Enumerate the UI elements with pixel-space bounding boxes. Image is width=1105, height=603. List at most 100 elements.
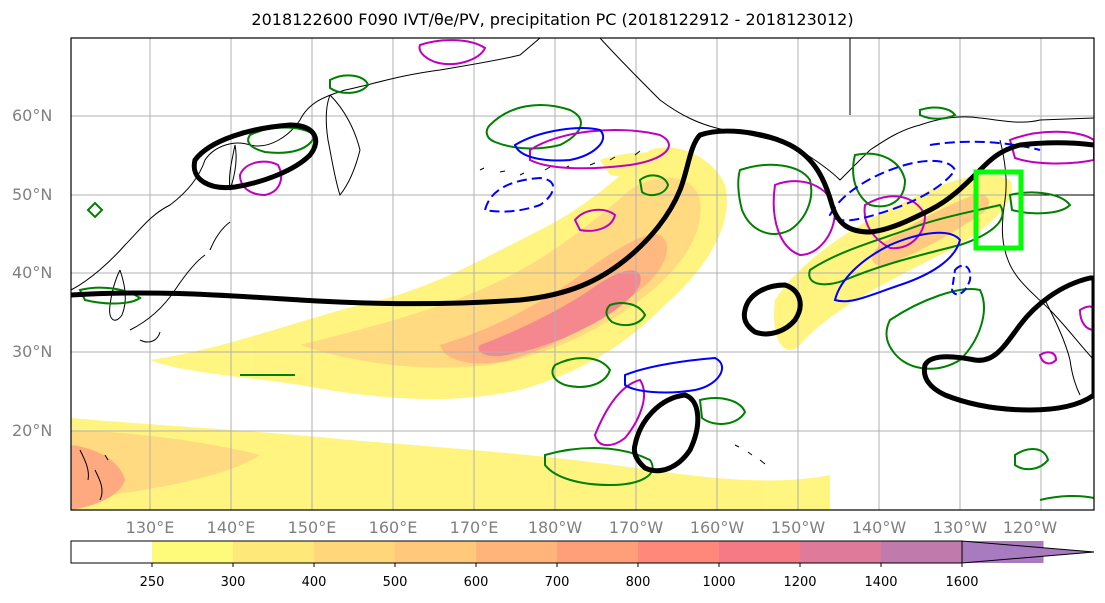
lon-label-150w: 150°W [770, 518, 826, 537]
lat-label-30: 30°N [12, 342, 53, 361]
colorbar-segment [152, 541, 234, 563]
ivt-band-main-300 [150, 147, 727, 400]
green-contour-19 [919, 106, 957, 120]
colorbar-segment [71, 541, 153, 563]
lon-label-140w: 140°W [851, 518, 907, 537]
magenta-contour-8 [1008, 130, 1094, 165]
map-area [71, 38, 1094, 510]
magenta-contour-2 [529, 129, 670, 170]
colorbar-segment [233, 541, 315, 563]
coast-alaska [599, 38, 1094, 181]
lon-label-130w: 130°W [932, 518, 988, 537]
green-contour-6 [544, 447, 654, 487]
colorbar-tick-label: 700 [544, 575, 570, 590]
blue-contour-7 [950, 264, 972, 296]
colorbar-segment [395, 541, 477, 563]
colorbar-segment [719, 541, 801, 563]
lon-label-170e: 170°E [449, 518, 499, 537]
border-canada [849, 38, 1094, 196]
colorbar-tick-label: 1400 [864, 575, 898, 590]
colorbar-segment [881, 541, 963, 563]
lon-label-120w: 120°W [1002, 518, 1058, 537]
colorbar-segment [800, 541, 882, 563]
magenta-contour-1 [238, 160, 283, 197]
colorbar-segment [314, 541, 396, 563]
green-contour-15 [78, 286, 142, 305]
lat-label-40: 40°N [12, 263, 53, 282]
colorbar-frame [70, 540, 962, 564]
coast-baja [1044, 299, 1081, 396]
green-contour-11 [1008, 191, 1072, 215]
coast-japan [129, 221, 231, 343]
magenta-contour-4 [772, 180, 837, 257]
colorbar-segment [557, 541, 639, 563]
blue-contour-1 [513, 127, 605, 162]
magenta-contour-3 [573, 208, 617, 232]
theta-e-east [921, 275, 1094, 413]
blue-contour-5 [929, 140, 1041, 151]
green-contour-14 [86, 201, 104, 219]
colorbar-tick-label: 300 [220, 575, 246, 590]
coastlines [71, 38, 1094, 501]
theta-e-subtropical-2 [631, 392, 701, 474]
colorbar-tick-label: 250 [139, 575, 165, 590]
green-contour-7 [551, 357, 612, 388]
ivt-band-south-300 [71, 418, 830, 510]
green-contour-16 [1014, 448, 1050, 471]
green-contour-12 [698, 397, 747, 425]
colorbar-extend-arrow [961, 540, 1095, 564]
magenta-contour-10 [1038, 351, 1058, 365]
theta-e-main [71, 128, 1094, 307]
ivt-blue-contours [483, 127, 1041, 394]
blue-contour-6 [624, 356, 724, 394]
lon-label-140e: 140°E [206, 518, 256, 537]
lat-label-60: 60°N [12, 106, 53, 125]
blue-contour-4 [828, 159, 957, 222]
colorbar [70, 540, 1095, 567]
ivt-band-main-400 [300, 177, 701, 368]
blue-contour-2 [483, 176, 555, 213]
colorbar-tick-label: 800 [625, 575, 651, 590]
colorbar-tick-label: 1200 [783, 575, 817, 590]
coast-kamchatka [325, 94, 361, 197]
lat-label-20: 20°N [12, 421, 53, 440]
lon-label-180w: 180°W [527, 518, 583, 537]
coast-north-america [999, 139, 1094, 361]
colorbar-tick-label: 1000 [702, 575, 736, 590]
magenta-contour-7 [593, 378, 645, 447]
green-contour-3 [852, 152, 907, 208]
ivt-band-main-900 [478, 270, 641, 357]
lon-label-150e: 150°E [287, 518, 337, 537]
ivt-band-north-300 [600, 152, 680, 177]
coast-philippines [79, 449, 109, 501]
lon-label-170w: 170°W [608, 518, 664, 537]
lon-label-160w: 160°W [689, 518, 745, 537]
green-contour-9 [605, 302, 647, 327]
map-frame [70, 37, 1095, 511]
colorbar-tick-label: 400 [301, 575, 327, 590]
ivt-shading [71, 147, 1012, 510]
colorbar-tick-label: 1600 [945, 575, 979, 590]
lon-label-130e: 130°E [125, 518, 175, 537]
colorbar-tick-label: 500 [382, 575, 408, 590]
magenta-contour-6 [418, 39, 487, 66]
colorbar-segment [638, 541, 720, 563]
blue-contour-3 [833, 231, 962, 303]
highlight-box [973, 169, 1024, 251]
green-contour-10 [638, 174, 670, 197]
ivt-band-main-600 [440, 234, 668, 364]
colorbar-segment [476, 541, 558, 563]
theta-e-north-asia [191, 122, 319, 191]
green-contour-2 [737, 163, 813, 235]
coast-sakhalin [229, 144, 237, 191]
lat-label-50: 50°N [12, 185, 53, 204]
coast-hawaii [734, 444, 766, 465]
green-contour-18 [1039, 494, 1094, 501]
colorbar-tick-label: 600 [463, 575, 489, 590]
green-contour-13 [329, 74, 370, 94]
map-title: 2018122600 F090 IVT/θe/PV, precipitation… [251, 10, 854, 29]
magenta-contour-9 [1078, 305, 1094, 332]
theta-e-contours [71, 122, 1094, 474]
coast-asia [71, 38, 541, 291]
